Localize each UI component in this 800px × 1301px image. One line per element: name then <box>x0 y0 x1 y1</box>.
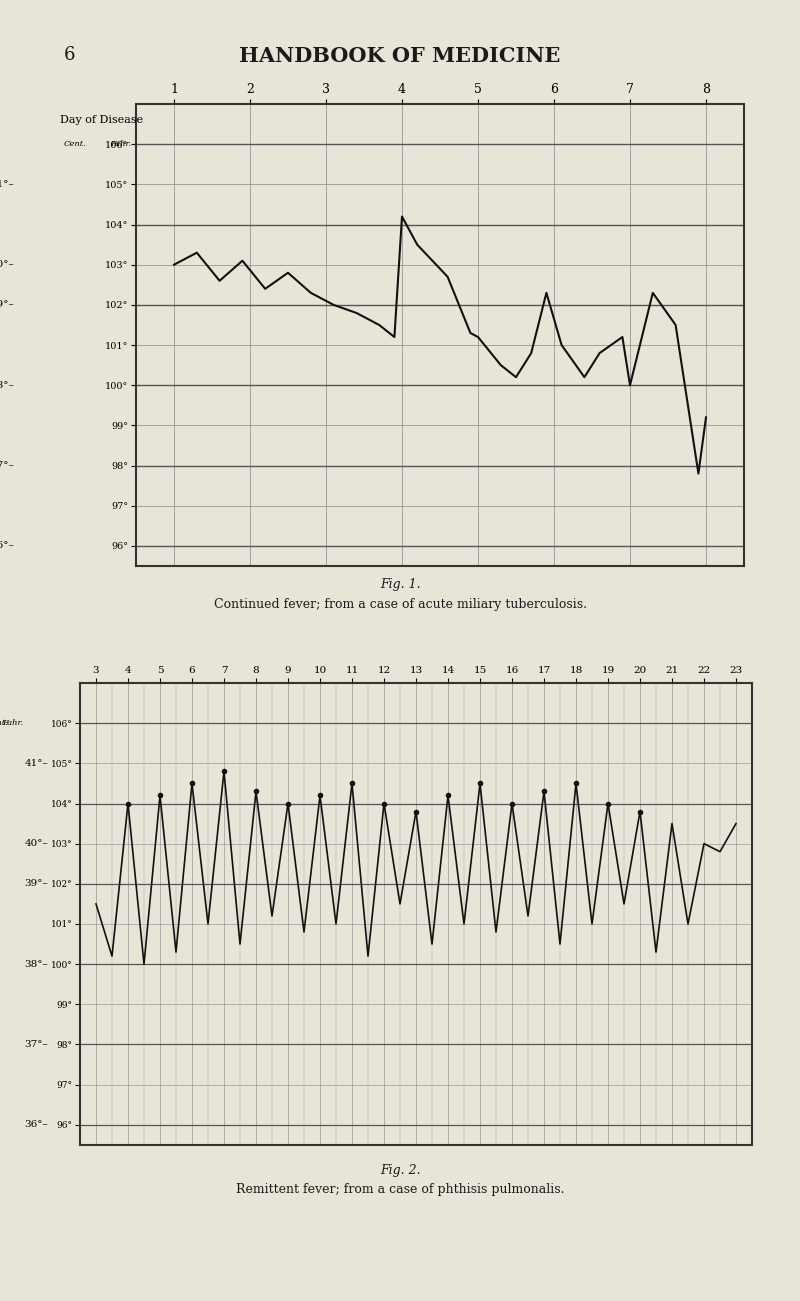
Text: Cent.: Cent. <box>0 719 8 727</box>
Text: Fahr.: Fahr. <box>110 141 131 148</box>
Text: 41°–: 41°– <box>24 758 48 768</box>
Text: 6: 6 <box>64 46 75 64</box>
Text: Remittent fever; from a case of phthisis pulmonalis.: Remittent fever; from a case of phthisis… <box>236 1183 564 1196</box>
Text: HANDBOOK OF MEDICINE: HANDBOOK OF MEDICINE <box>239 46 561 65</box>
Text: 39°–: 39°– <box>0 301 14 310</box>
Text: Fig. 2.: Fig. 2. <box>380 1163 420 1176</box>
Text: 36°–: 36°– <box>0 541 14 550</box>
Text: 40°–: 40°– <box>24 839 48 848</box>
Text: Cent.: Cent. <box>64 141 86 148</box>
Text: Continued fever; from a case of acute miliary tuberculosis.: Continued fever; from a case of acute mi… <box>214 597 586 610</box>
Text: Fig. 1.: Fig. 1. <box>380 578 420 591</box>
Text: Fahr.: Fahr. <box>2 719 23 727</box>
Text: 41°–: 41°– <box>0 180 14 189</box>
Text: Day of Disease: Day of Disease <box>60 116 143 125</box>
Text: 39°–: 39°– <box>24 879 48 889</box>
Text: 36°–: 36°– <box>24 1120 48 1129</box>
Text: 38°–: 38°– <box>0 381 14 390</box>
Text: 40°–: 40°– <box>0 260 14 269</box>
Text: 38°–: 38°– <box>24 960 48 969</box>
Text: 37°–: 37°– <box>24 1039 48 1049</box>
Text: 37°–: 37°– <box>0 461 14 470</box>
